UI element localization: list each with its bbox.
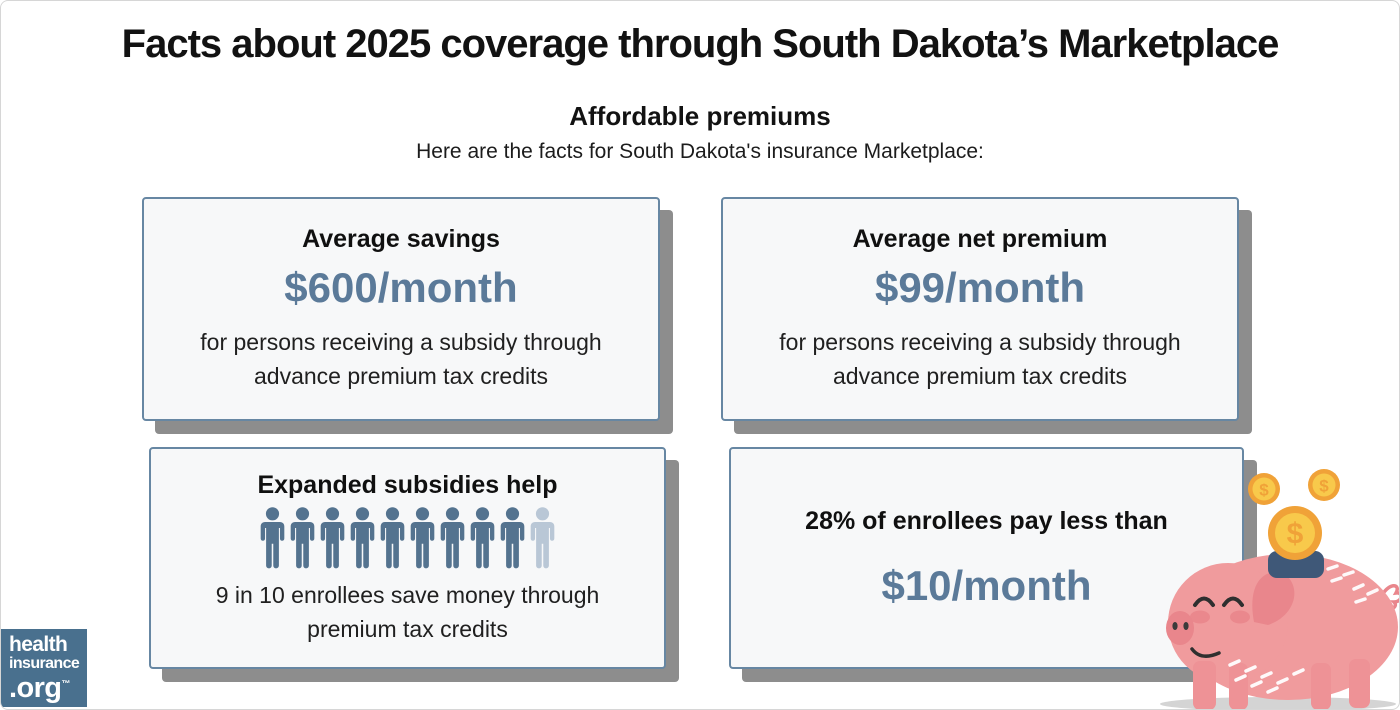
person-icon — [320, 506, 345, 568]
stat-value: $99/month — [874, 264, 1086, 312]
coin-icon: $ — [1268, 506, 1322, 560]
person-icon — [350, 506, 375, 568]
pig-leg — [1193, 661, 1216, 709]
card-description: for persons receiving a subsidy through … — [779, 328, 1181, 390]
stat-value: $10/month — [881, 561, 1092, 609]
healthinsurance-org-logo: health insurance .org™ — [1, 629, 87, 707]
person-icon — [410, 506, 435, 568]
pig-leg — [1229, 663, 1248, 709]
person-icon — [380, 506, 405, 568]
pig-leg — [1311, 663, 1331, 709]
card-expanded-subsidies: Expanded subsidies help 9 in 10 enrollee… — [149, 447, 666, 669]
pig-leg — [1349, 659, 1370, 708]
trademark-symbol: ™ — [61, 677, 70, 688]
pig-cheek — [1190, 610, 1210, 624]
pig-fur-dashes — [1228, 564, 1379, 694]
card-description: 9 in 10 enrollees save money through pre… — [215, 581, 600, 643]
person-icon — [440, 506, 465, 568]
svg-text:$: $ — [1319, 477, 1329, 496]
intro-text: Here are the facts for South Dakota's in… — [416, 140, 984, 163]
svg-text:$: $ — [1287, 518, 1304, 551]
svg-text:$: $ — [1259, 481, 1269, 500]
pig-cheek — [1230, 610, 1250, 624]
pig-snout — [1166, 611, 1194, 645]
logo-text: health — [9, 632, 68, 656]
card-average-net-premium: Average net premium $99/month for person… — [721, 197, 1239, 421]
pig-nostril — [1172, 622, 1178, 630]
pig-eye-left — [1193, 596, 1215, 607]
person-icon — [290, 506, 315, 568]
card-pay-less-than: 28% of enrollees pay less than $10/month — [729, 447, 1244, 669]
logo-text: .org™ — [9, 671, 70, 704]
pig-ear-icon — [1252, 572, 1295, 625]
section-heading: Affordable premiums — [569, 101, 831, 131]
card-heading: Expanded subsidies help — [257, 470, 558, 499]
coin-slot — [1268, 551, 1324, 578]
person-icon — [500, 506, 525, 568]
person-icon — [470, 506, 495, 568]
coin-icon: $ — [1248, 473, 1280, 505]
card-heading: 28% of enrollees pay less than — [805, 506, 1168, 535]
pig-ground-shadow — [1160, 697, 1396, 709]
enrollee-pictograph — [259, 506, 556, 569]
pig-eye-right — [1222, 596, 1244, 607]
piggy-bank-illustration: $ $ $ — [1160, 469, 1399, 709]
logo-text: insurance — [9, 654, 80, 672]
card-heading: Average net premium — [852, 225, 1108, 254]
coin-icon: $ — [1308, 469, 1340, 501]
card-heading: Average savings — [302, 225, 500, 254]
card-description: for persons receiving a subsidy through … — [200, 328, 602, 390]
stat-value: $600/month — [284, 264, 518, 312]
pig-smile — [1190, 647, 1221, 658]
pig-nostril — [1183, 622, 1189, 630]
person-icon — [530, 506, 555, 568]
page-title: Facts about 2025 coverage through South … — [121, 22, 1280, 66]
person-icon — [260, 506, 285, 568]
card-average-savings: Average savings $600/month for persons r… — [142, 197, 660, 421]
